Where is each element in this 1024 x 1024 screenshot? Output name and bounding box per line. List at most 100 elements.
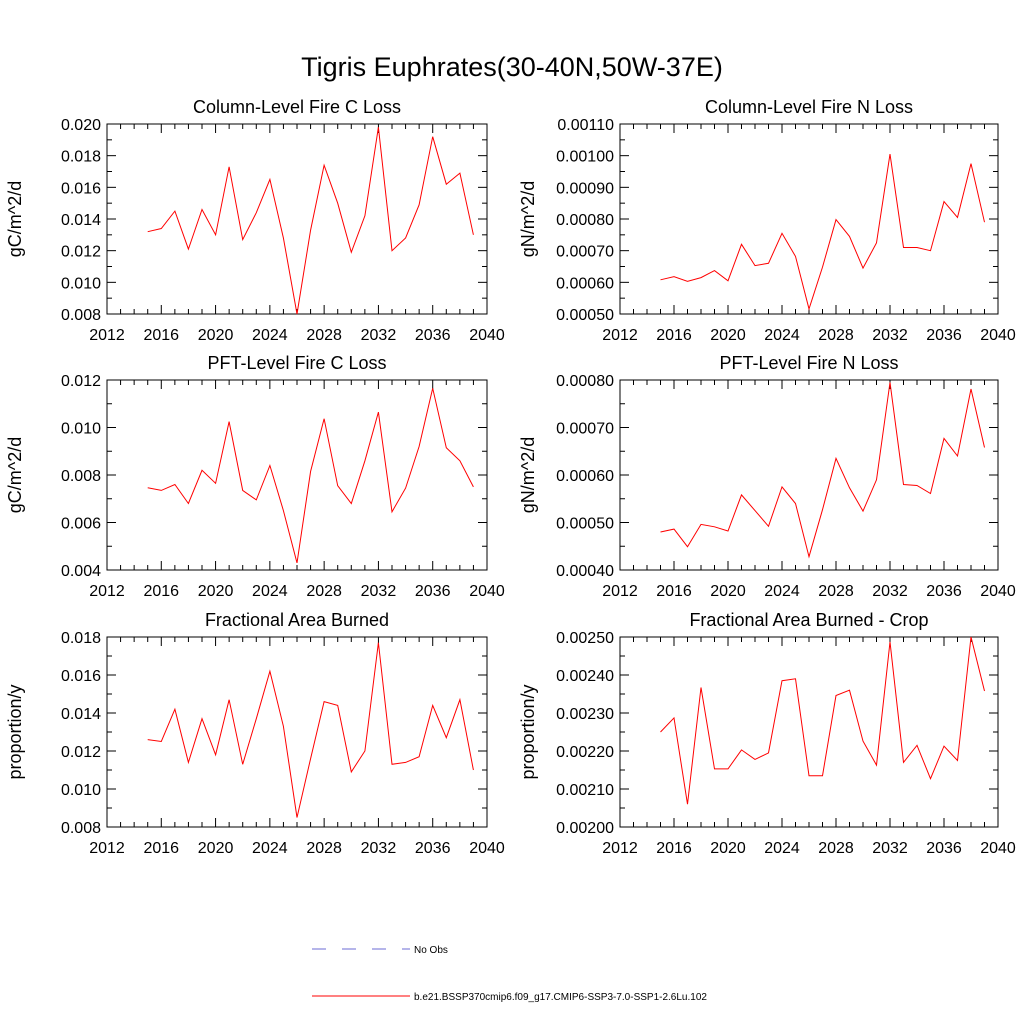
chart-panels: Column-Level Fire C Loss gC/m^2/d 2012 2016… [5,97,1016,857]
legend-label-model-run: b.e21.BSSP370cmip6.f09_g17.CMIP6-SSP3-7.… [414,992,707,1003]
plot-frame [106,379,488,571]
y-tick-label: 0.00070 [556,421,614,438]
x-tick-label: 2020 [710,840,746,857]
x-tick-label: 2012 [602,327,638,344]
x-tick-label: 2036 [415,327,451,344]
x-tick-label: 2028 [818,583,854,600]
x-tick-label: 2020 [198,583,234,600]
plot-frame [106,636,488,828]
y-tick-label: 0.00090 [556,180,614,197]
y-tick-label: 0.012 [61,373,101,390]
x-tick-label: 2016 [656,327,692,344]
x-tick-label: 2024 [252,583,288,600]
panel-title: PFT-Level Fire C Loss [207,353,386,373]
x-tick-label: 2012 [89,840,125,857]
y-axis-label: proportion/y [518,684,538,779]
panel-title: Fractional Area Burned - Crop [689,610,928,630]
y-tick-label: 0.004 [61,563,101,580]
y-tick-label: 0.00250 [556,630,614,647]
x-tick-label: 2028 [818,327,854,344]
legend: No Obs b.e21.BSSP370cmip6.f09_g17.CMIP6-… [312,945,707,1003]
x-tick-label: 2012 [89,327,125,344]
chart-panel-2: Column-Level Fire N Loss gN/m^2/d 2012 2016… [518,97,1016,344]
y-tick-label: 0.00060 [556,468,614,485]
chart-panel-6: Fractional Area Burned - Crop proportion/… [518,610,1016,857]
y-tick-label: 0.006 [61,516,101,533]
x-tick-label: 2016 [143,327,179,344]
y-tick-label: 0.010 [61,421,101,438]
series-line-1 [660,636,985,805]
x-tick-label: 2040 [980,840,1016,857]
x-tick-label: 2036 [926,327,962,344]
x-tick-label: 2020 [198,327,234,344]
chart-panel-1: Column-Level Fire C Loss gC/m^2/d 2012 2016… [5,97,505,344]
y-tick-label: 0.00210 [556,782,614,799]
plot-frame [619,379,999,571]
y-tick-label: 0.016 [61,668,101,685]
y-tick-label: 0.014 [61,212,101,229]
x-tick-label: 2024 [252,327,288,344]
x-tick-label: 2020 [198,840,234,857]
x-tick-label: 2028 [306,840,342,857]
y-tick-label: 0.00230 [556,706,614,723]
y-axis-label: gC/m^2/d [5,181,25,257]
y-tick-label: 0.008 [61,468,101,485]
x-tick-label: 2024 [764,840,800,857]
x-tick-label: 2020 [710,583,746,600]
y-tick-label: 0.010 [61,782,101,799]
y-axis-label: proportion/y [5,684,25,779]
y-tick-label: 0.00100 [556,149,614,166]
x-tick-label: 2016 [656,840,692,857]
plot-frame [619,123,999,315]
y-tick-label: 0.018 [61,149,101,166]
x-tick-label: 2040 [469,327,505,344]
y-axis-label: gC/m^2/d [5,437,25,513]
y-tick-label: 0.00200 [556,820,614,837]
y-tick-label: 0.020 [61,117,101,134]
x-tick-label: 2016 [143,840,179,857]
y-tick-label: 0.00240 [556,668,614,685]
x-tick-label: 2032 [872,327,908,344]
y-tick-label: 0.018 [61,630,101,647]
y-tick-label: 0.00040 [556,563,614,580]
x-tick-label: 2024 [764,327,800,344]
chart-panel-4: PFT-Level Fire N Loss gN/m^2/d 2012 2016 202… [518,353,1016,600]
y-tick-label: 0.00220 [556,744,614,761]
x-tick-label: 2040 [980,327,1016,344]
x-tick-label: 2036 [926,840,962,857]
y-tick-label: 0.008 [61,307,101,324]
series-line-1 [147,127,474,315]
y-tick-label: 0.00050 [556,307,614,324]
x-tick-label: 2028 [306,583,342,600]
y-tick-label: 0.016 [61,180,101,197]
x-tick-label: 2036 [415,583,451,600]
series-line-1 [147,642,474,818]
x-tick-label: 2012 [602,840,638,857]
x-tick-label: 2020 [710,327,746,344]
series-line-1 [660,382,985,559]
x-tick-label: 2012 [602,583,638,600]
x-tick-label: 2040 [469,583,505,600]
series-line-1 [660,154,985,311]
y-tick-label: 0.00070 [556,244,614,261]
x-tick-label: 2024 [764,583,800,600]
panel-title: Fractional Area Burned [205,610,389,630]
x-tick-label: 2032 [872,840,908,857]
x-tick-label: 2036 [926,583,962,600]
y-tick-label: 0.014 [61,706,101,723]
x-tick-label: 2032 [872,583,908,600]
x-tick-label: 2028 [306,327,342,344]
chart-panel-3: PFT-Level Fire C Loss gC/m^2/d 2012 2016 202… [5,353,505,600]
x-tick-label: 2012 [89,583,125,600]
x-tick-label: 2040 [469,840,505,857]
y-tick-label: 0.010 [61,275,101,292]
x-tick-label: 2032 [361,583,397,600]
x-tick-label: 2036 [415,840,451,857]
panel-title: Column-Level Fire N Loss [705,97,913,117]
x-tick-label: 2016 [656,583,692,600]
x-tick-label: 2032 [361,327,397,344]
y-tick-label: 0.00060 [556,275,614,292]
figure-title: Tigris Euphrates(30-40N,50W-37E) [301,52,723,82]
x-tick-label: 2028 [818,840,854,857]
